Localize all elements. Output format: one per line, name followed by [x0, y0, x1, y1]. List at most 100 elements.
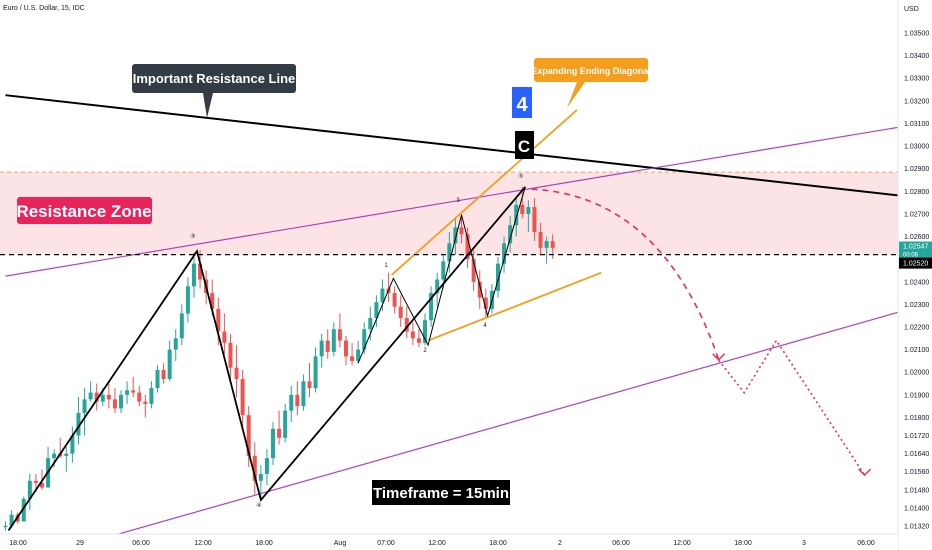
- last-price-value: 1.02547: [903, 244, 928, 251]
- resistance-line-callout[interactable]: Important Resistance Line: [132, 64, 296, 118]
- time-tick-label: 12:00: [194, 540, 212, 547]
- wave-label-circled-5: ⑤: [518, 173, 523, 180]
- channel-upper-line[interactable]: [5, 120, 932, 277]
- candle: [319, 333, 324, 368]
- price-tick-label: 1.01480: [904, 487, 929, 494]
- diagonal-lower-line[interactable]: [427, 271, 602, 342]
- price-tick-label: 1.02100: [904, 347, 929, 354]
- price-tick-label: 1.02900: [904, 166, 929, 173]
- candle: [471, 250, 476, 291]
- wave-label-1: 1: [384, 263, 388, 269]
- resistance-zone-label-text: Resistance Zone: [16, 202, 151, 221]
- candle: [112, 388, 117, 413]
- candle: [264, 449, 269, 486]
- candle: [435, 272, 440, 307]
- candle: [520, 186, 525, 219]
- price-tick-label: 1.03000: [904, 144, 929, 151]
- time-tick-label: 06:00: [612, 540, 630, 547]
- wave-label-circled-4: ④: [256, 502, 261, 509]
- important-resistance-line[interactable]: [5, 94, 932, 200]
- candle: [483, 288, 488, 318]
- candle: [489, 284, 494, 314]
- time-tick-label: 06:00: [132, 540, 150, 547]
- diagonal-wave-legs[interactable]: [357, 186, 526, 364]
- candle: [88, 381, 93, 402]
- time-tick-label: 29: [76, 540, 84, 547]
- diagonal-callout[interactable]: Expanding Ending Diagonal: [531, 58, 651, 108]
- projection-arrowhead-1: [712, 353, 726, 361]
- candle: [356, 340, 361, 364]
- timeframe-label[interactable]: Timeframe = 15min: [372, 480, 510, 505]
- price-tick-label: 1.02600: [904, 234, 929, 241]
- wave-c-badge[interactable]: C: [515, 131, 534, 159]
- candle: [191, 252, 196, 298]
- dashed-level-value: 1.02520: [903, 261, 928, 268]
- candle: [429, 286, 434, 327]
- candle: [331, 322, 336, 357]
- price-tick-label: 1.01400: [904, 505, 929, 512]
- time-tick-label: 12:00: [673, 540, 691, 547]
- diagonal-callout-text: Expanding Ending Diagonal: [531, 66, 651, 76]
- candle: [325, 329, 330, 359]
- candle: [167, 340, 172, 382]
- price-axis[interactable]: USD 1.01320 1.01400 1.01480 1.01560 1.01640 1…: [897, 0, 932, 550]
- candle: [179, 304, 184, 346]
- candle: [240, 369, 245, 429]
- candle: [155, 365, 160, 393]
- dashed-level-tag: 1.02520: [899, 257, 932, 269]
- candle: [283, 403, 288, 443]
- candlestick-series: [3, 186, 555, 531]
- candle: [368, 306, 373, 341]
- candle: [234, 345, 239, 398]
- candle: [416, 329, 421, 348]
- price-axis-unit: USD: [904, 6, 919, 13]
- candle: [404, 306, 409, 339]
- time-tick-label: 18:00: [255, 540, 273, 547]
- candle: [313, 347, 318, 393]
- candle: [173, 329, 178, 361]
- candle: [495, 256, 500, 298]
- price-tick-label: 1.02400: [904, 279, 929, 286]
- candle: [350, 342, 355, 366]
- price-tick-label: 1.03500: [904, 31, 929, 38]
- candle: [64, 446, 69, 472]
- diagonal-upper-line[interactable]: [390, 109, 578, 276]
- candle: [228, 333, 233, 382]
- last-price-countdown: 00:06: [903, 253, 919, 259]
- channel-lower-line[interactable]: [114, 300, 932, 536]
- candle: [380, 279, 385, 312]
- time-axis[interactable]: 18:00 29 06:00 12:00 18:00 Aug 07:00 12:00 18:00…: [0, 533, 898, 550]
- resistance-zone-label[interactable]: Resistance Zone: [16, 197, 152, 224]
- price-tick-label: 1.03400: [904, 53, 929, 60]
- candle: [271, 421, 276, 465]
- projection-arrowhead-2: [858, 468, 872, 477]
- time-tick-label: 07:00: [377, 540, 395, 547]
- candle: [544, 236, 549, 264]
- price-tick-label: 1.02200: [904, 324, 929, 331]
- candle: [119, 390, 124, 413]
- price-tick-label: 1.01720: [904, 433, 929, 440]
- time-tick-label: 3: [802, 540, 806, 547]
- candle: [76, 397, 81, 445]
- candle: [27, 473, 32, 511]
- wave-label-circled-3: ③: [190, 233, 195, 240]
- wave-label-2: 2: [423, 348, 427, 354]
- price-tick-label: 1.03100: [904, 121, 929, 128]
- candle: [453, 218, 458, 255]
- candle: [82, 388, 87, 436]
- candle: [277, 410, 282, 445]
- candle: [465, 227, 470, 269]
- candle: [3, 521, 8, 531]
- wave-zigzag-line[interactable]: [7, 186, 526, 532]
- candle: [526, 200, 531, 233]
- candle: [301, 374, 306, 411]
- candle: [131, 376, 136, 398]
- time-tick-label: 2: [558, 540, 562, 547]
- price-tick-label: 1.01320: [904, 524, 929, 531]
- candle: [246, 406, 251, 468]
- candle: [398, 295, 403, 327]
- candle: [46, 446, 51, 488]
- candle: [538, 222, 543, 255]
- wave-4-badge[interactable]: 4: [512, 87, 532, 118]
